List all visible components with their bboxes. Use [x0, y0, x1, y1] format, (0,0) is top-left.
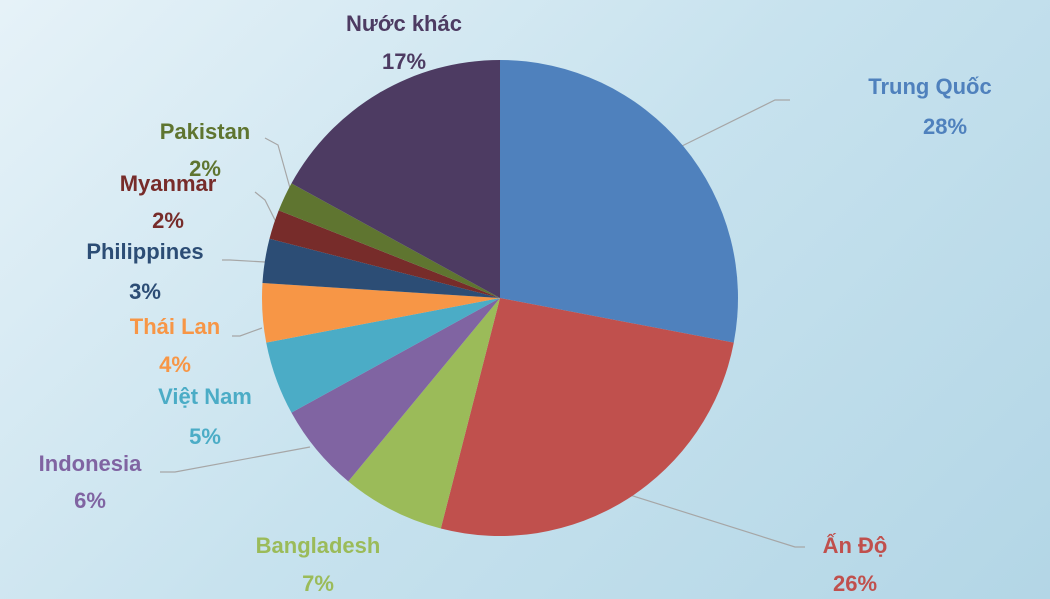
leader-lines	[160, 99, 805, 548]
slice-label: Việt Nam	[158, 384, 252, 409]
pie-slice	[291, 60, 500, 298]
pie-slice	[440, 298, 734, 536]
pie-slice	[262, 238, 500, 298]
pie-slice	[269, 210, 500, 298]
slice-value-label: 4%	[159, 352, 191, 377]
pie-slice	[348, 298, 500, 529]
leader-line	[254, 191, 277, 223]
leader-line	[629, 494, 805, 548]
slice-value-label: 6%	[74, 488, 106, 513]
slice-label: Philippines	[86, 239, 203, 264]
slice-label: Pakistan	[160, 119, 251, 144]
slice-label: Nước khác	[346, 11, 462, 36]
leader-line	[160, 446, 311, 473]
slice-label: Ấn Độ	[823, 533, 888, 558]
pie-slice	[266, 298, 500, 413]
slice-label: Myanmar	[120, 171, 217, 196]
slice-value-label: 2%	[189, 156, 221, 181]
slice-value-label: 2%	[152, 208, 184, 233]
slice-value-label: 26%	[833, 571, 877, 596]
pie-slice	[500, 60, 738, 343]
slice-value-label: 28%	[923, 114, 967, 139]
pie-slice	[291, 298, 500, 482]
pie-slice	[278, 183, 500, 298]
pie-slice	[262, 283, 500, 343]
slice-label: Indonesia	[39, 451, 142, 476]
slice-label: Bangladesh	[256, 533, 381, 558]
slice-value-label: 7%	[302, 571, 334, 596]
slice-value-label: 17%	[382, 49, 426, 74]
leader-line	[264, 137, 291, 189]
leader-line	[681, 99, 790, 147]
slice-value-label: 3%	[129, 279, 161, 304]
slice-label: Thái Lan	[130, 314, 220, 339]
leader-line	[222, 259, 266, 263]
leader-line	[232, 327, 263, 337]
slice-value-label: 5%	[189, 424, 221, 449]
slice-label: Trung Quốc	[868, 74, 991, 99]
